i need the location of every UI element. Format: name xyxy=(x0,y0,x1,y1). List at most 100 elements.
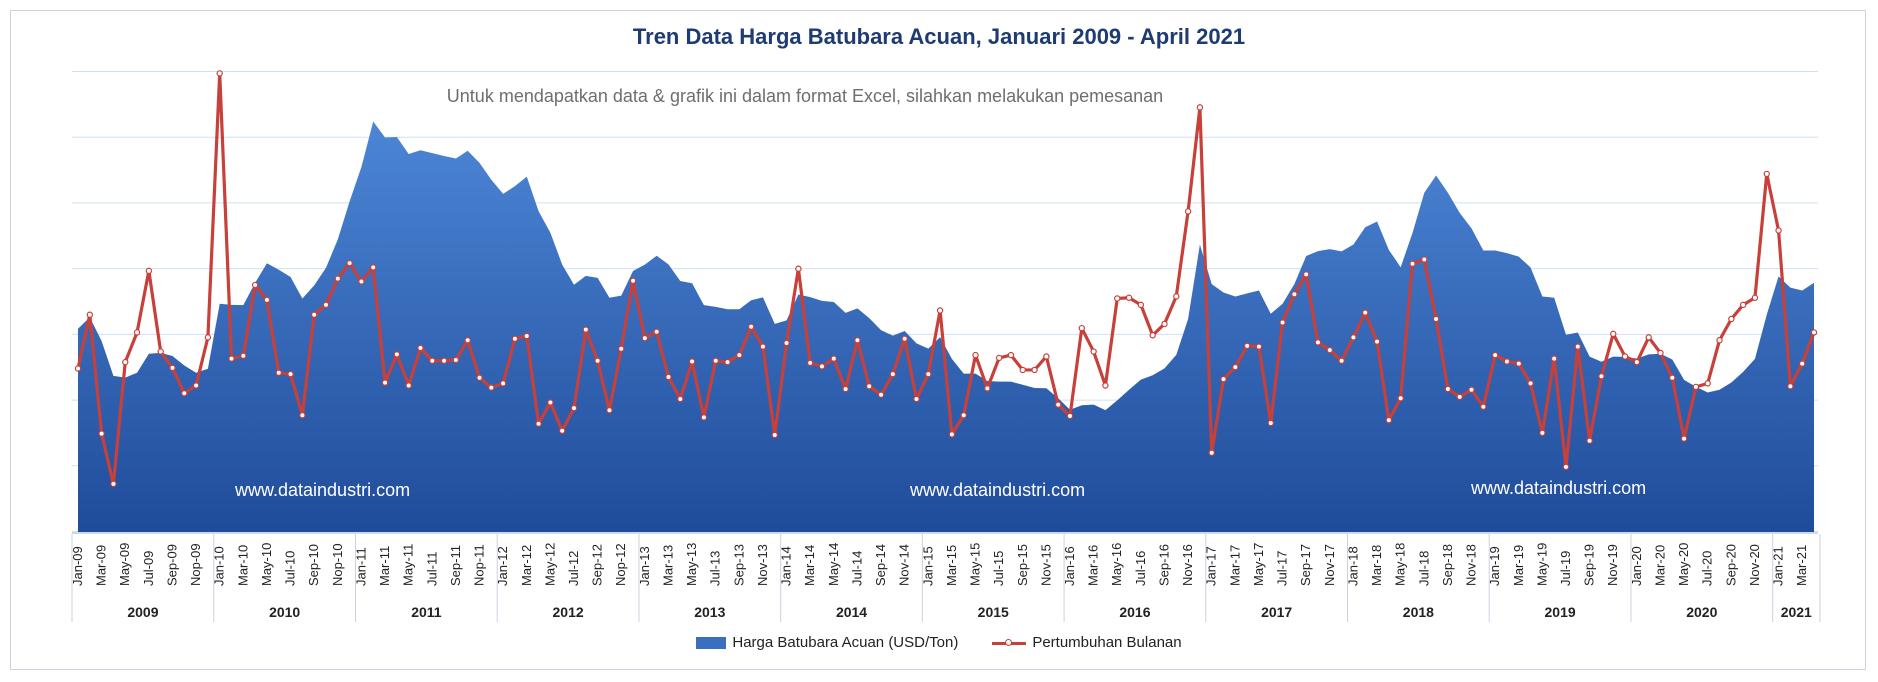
growth-point xyxy=(606,407,613,414)
growth-point xyxy=(1763,170,1770,178)
growth-point xyxy=(1007,351,1015,359)
growth-point xyxy=(1385,416,1393,424)
chart-subtitle: Untuk mendapatkan data & grafik ini dala… xyxy=(446,86,1164,106)
growth-point xyxy=(346,259,353,267)
year-label: 2012 xyxy=(553,604,584,620)
growth-point xyxy=(1787,383,1794,390)
growth-point xyxy=(877,391,885,398)
growth-point xyxy=(310,311,318,318)
x-tick-label: Mar-12 xyxy=(519,545,534,586)
growth-point xyxy=(381,379,389,386)
growth-point xyxy=(511,335,519,342)
growth-point xyxy=(795,265,802,272)
growth-point xyxy=(145,267,153,275)
growth-point xyxy=(582,326,590,333)
growth-point xyxy=(665,373,672,381)
growth-point xyxy=(1220,375,1227,383)
year-label: 2010 xyxy=(269,604,300,620)
x-tick-label: Mar-13 xyxy=(660,545,675,586)
x-tick-label: Jul-09 xyxy=(141,551,156,586)
x-tick-label: May-20 xyxy=(1676,543,1691,586)
growth-point xyxy=(370,264,377,271)
growth-point xyxy=(1066,412,1074,420)
growth-point xyxy=(842,385,849,393)
growth-point xyxy=(925,370,932,378)
growth-point xyxy=(712,357,719,364)
growth-point xyxy=(771,431,778,439)
x-tick-label: Mar-11 xyxy=(377,546,392,586)
x-tick-label: Mar-15 xyxy=(944,545,959,586)
growth-point xyxy=(558,427,566,434)
growth-point xyxy=(984,385,991,392)
year-label: 2017 xyxy=(1261,604,1292,620)
growth-point xyxy=(86,311,94,318)
year-label: 2019 xyxy=(1545,604,1576,620)
growth-point xyxy=(1279,319,1286,326)
growth-point xyxy=(1432,315,1440,323)
growth-point xyxy=(688,358,696,365)
watermark-right: www.dataindustri.com xyxy=(1471,478,1647,498)
growth-point xyxy=(913,395,920,403)
growth-point xyxy=(1704,380,1711,387)
growth-point xyxy=(1350,334,1357,341)
growth-point xyxy=(1326,346,1334,354)
x-tick-label: Sep-12 xyxy=(590,544,605,586)
price-area xyxy=(78,121,1814,532)
x-tick-label: May-14 xyxy=(826,543,841,586)
growth-point xyxy=(1657,349,1664,357)
legend: Harga Batubara Acuan (USD/Ton) Pertumbuh… xyxy=(0,634,1878,651)
growth-point xyxy=(1302,271,1310,278)
growth-point xyxy=(358,278,365,285)
growth-point xyxy=(1255,343,1263,350)
growth-point xyxy=(1810,329,1818,336)
growth-point xyxy=(1173,293,1180,300)
x-tick-label: Mar-18 xyxy=(1369,545,1384,586)
growth-point xyxy=(1338,357,1345,364)
growth-point xyxy=(594,357,601,364)
growth-point xyxy=(499,380,507,387)
x-tick-label: May-10 xyxy=(259,543,274,586)
x-tick-label: Jan-10 xyxy=(212,546,227,586)
growth-point xyxy=(393,351,401,358)
growth-point xyxy=(1610,330,1617,338)
growth-point xyxy=(476,374,483,381)
x-tick-label: May-15 xyxy=(968,543,983,586)
growth-point xyxy=(1645,334,1652,341)
growth-point xyxy=(936,307,944,314)
growth-line-layer xyxy=(74,70,1818,488)
x-tick-label: Nop-10 xyxy=(330,543,345,586)
legend-item-price: Harga Batubara Acuan (USD/Ton) xyxy=(696,634,958,651)
x-tick-label: Nop-11 xyxy=(472,544,487,586)
growth-point xyxy=(1550,355,1558,362)
x-tick-label: Jan-15 xyxy=(920,546,935,586)
growth-point xyxy=(948,431,956,438)
x-tick-label: Nov-20 xyxy=(1747,544,1762,586)
growth-point xyxy=(1456,393,1463,401)
growth-point xyxy=(1125,294,1133,301)
legend-label-growth: Pertumbuhan Bulanan xyxy=(1032,634,1182,651)
growth-point xyxy=(1515,360,1522,367)
growth-point xyxy=(464,337,471,344)
growth-point xyxy=(1491,351,1499,359)
growth-point xyxy=(995,354,1003,362)
growth-point xyxy=(1161,320,1168,328)
growth-point xyxy=(1480,403,1487,410)
growth-point xyxy=(1078,324,1086,332)
x-tick-label: Sep-14 xyxy=(873,544,888,586)
growth-point xyxy=(1503,358,1511,365)
x-tick-label: Nov-13 xyxy=(755,544,770,586)
x-tick-label: Sep-19 xyxy=(1582,544,1597,586)
legend-item-growth: Pertumbuhan Bulanan xyxy=(992,634,1182,651)
growth-point xyxy=(322,301,330,309)
growth-point xyxy=(1798,360,1806,367)
growth-point xyxy=(1314,339,1322,346)
x-tick-label: Mar-14 xyxy=(802,545,817,586)
year-label: 2011 xyxy=(411,604,442,620)
chart-title: Tren Data Harga Batubara Acuan, Januari … xyxy=(632,24,1246,49)
x-tick-label: Jan-21 xyxy=(1771,546,1786,586)
growth-point xyxy=(263,296,271,304)
growth-point xyxy=(960,412,967,419)
x-tick-label: Jan-19 xyxy=(1487,546,1502,586)
x-tick-label: Sep-10 xyxy=(306,544,321,586)
legend-label-price: Harga Batubara Acuan (USD/Ton) xyxy=(732,634,959,651)
